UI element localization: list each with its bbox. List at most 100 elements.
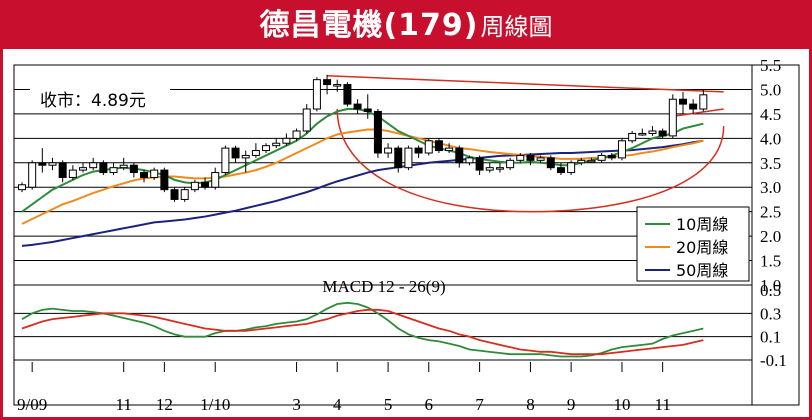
price-label-bg <box>30 88 170 112</box>
candle <box>689 99 698 114</box>
candle <box>668 94 677 139</box>
candle <box>343 82 352 107</box>
candle <box>506 157 515 171</box>
candle-body <box>668 98 677 137</box>
price-y-tick-label: 5.0 <box>760 80 781 99</box>
macd-line <box>21 301 704 358</box>
candle-body <box>699 94 708 110</box>
candle <box>485 162 494 173</box>
candle <box>68 165 77 180</box>
x-tick-label: 9/09 <box>17 395 47 414</box>
candle-body <box>658 130 667 137</box>
candle <box>48 157 57 171</box>
candle-body <box>292 130 301 139</box>
price-y-tick-label: 5.5 <box>760 56 781 75</box>
candle-body <box>506 159 515 169</box>
macd-y-ticks: 0.5 0.3 0.1 -0.1 <box>760 281 787 370</box>
candle-body <box>556 167 565 174</box>
candle-body <box>79 167 88 171</box>
candle <box>129 162 138 178</box>
candle <box>211 167 220 190</box>
candle-body <box>333 84 342 87</box>
candle-body <box>38 162 47 166</box>
price-y-tick-label: 2.5 <box>760 203 781 222</box>
candle-body <box>404 147 413 169</box>
candle <box>516 153 525 163</box>
candle-body <box>485 167 494 171</box>
price-y-tick-label: 4.5 <box>760 105 781 124</box>
candle <box>79 162 88 173</box>
candle-body <box>607 154 616 159</box>
candle-body <box>119 164 128 169</box>
macd-label: MACD 12 - 26(9) <box>322 277 445 296</box>
legend-label: 20周線 <box>676 238 728 257</box>
candle <box>465 155 474 166</box>
candle <box>312 77 321 112</box>
candle <box>699 89 708 112</box>
x-axis-ticks: 9/09 11 12 1/10 3 4 5 6 7 8 9 10 11 <box>17 362 671 414</box>
candle <box>414 145 423 158</box>
candle <box>556 162 565 175</box>
trend-line <box>672 108 724 118</box>
candle <box>292 128 301 141</box>
price-y-tick-label: 1.5 <box>760 252 781 271</box>
candle-body <box>262 145 271 152</box>
candle-body <box>221 147 230 174</box>
candle <box>424 138 433 156</box>
ma50-line <box>21 139 704 247</box>
macd-y-tick-label: 0.5 <box>760 281 781 300</box>
candle-body <box>343 84 352 105</box>
candle-body <box>353 103 362 110</box>
candle-body <box>689 103 698 110</box>
candle <box>241 150 250 173</box>
candle <box>658 128 667 139</box>
candle-body <box>241 154 250 159</box>
candle <box>231 145 240 163</box>
candle <box>434 138 443 153</box>
candle <box>180 187 189 202</box>
candle <box>678 91 687 114</box>
candle-body <box>536 157 545 161</box>
candle-body <box>384 147 393 154</box>
candle-body <box>628 132 637 142</box>
candle-body <box>282 137 291 144</box>
candle-body <box>68 169 77 178</box>
candle <box>394 145 403 173</box>
candle-body <box>109 167 118 174</box>
candle-body <box>211 172 220 188</box>
x-tick-label: 4 <box>333 395 342 414</box>
candle-body <box>150 169 159 178</box>
candle-body <box>373 110 382 154</box>
candle <box>475 155 484 175</box>
candle <box>628 131 637 144</box>
candle <box>251 143 260 158</box>
legend-label: 50周線 <box>676 261 728 280</box>
candle <box>638 128 647 136</box>
macd-grid <box>14 312 752 361</box>
rounding-bottom-arc <box>336 108 725 213</box>
candle <box>597 153 606 163</box>
chart-title: 德昌電機(179) <box>259 8 479 43</box>
candle-body <box>140 172 149 178</box>
candle-body <box>190 181 199 191</box>
candle <box>526 153 535 166</box>
legend-label: 10周線 <box>676 215 728 234</box>
candle <box>587 157 596 163</box>
candle <box>546 155 555 171</box>
candle <box>323 74 332 95</box>
candle <box>353 99 362 114</box>
candle-body <box>89 162 98 169</box>
candle <box>272 138 281 149</box>
candle-body <box>445 147 454 152</box>
x-tick-label: 1/10 <box>200 395 230 414</box>
candle-body <box>648 130 657 134</box>
candle-body <box>495 167 504 170</box>
price-y-tick-label: 3.0 <box>760 178 781 197</box>
candle <box>384 143 393 158</box>
candle-body <box>434 140 443 152</box>
candle <box>190 179 199 193</box>
candle <box>567 160 576 175</box>
title-bar: 德昌電機(179)周線圖 <box>3 3 809 49</box>
candle <box>577 157 586 166</box>
